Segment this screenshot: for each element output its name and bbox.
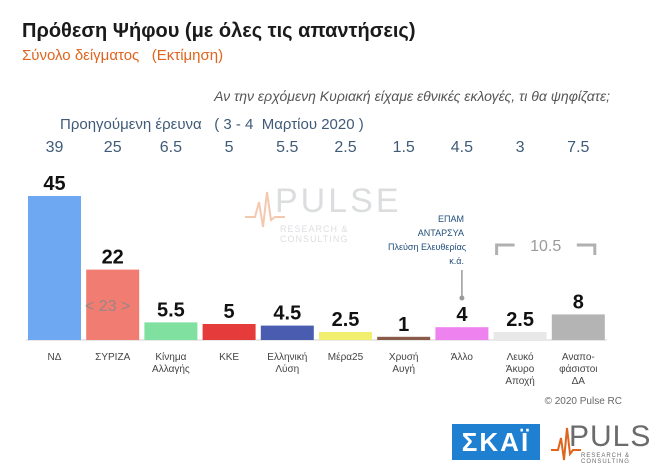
watermark-sub: RESEARCH & CONSULTING bbox=[280, 224, 349, 244]
value-label: 4 bbox=[456, 304, 468, 326]
note-line: Πλεύση Ελευθερίας bbox=[388, 242, 467, 252]
watermark-word: PULSE bbox=[275, 182, 402, 220]
value-label: 1 bbox=[398, 314, 409, 336]
category-label: Αναπο- bbox=[562, 352, 595, 363]
value-label: 22 bbox=[102, 247, 124, 269]
category-label: Κίνημα bbox=[155, 351, 186, 363]
category-label: Λευκό bbox=[507, 351, 534, 363]
note-connector-dot bbox=[459, 295, 465, 301]
pulse-logo-wave-icon bbox=[551, 427, 581, 461]
bar bbox=[86, 269, 140, 340]
copyright-text: © 2020 Pulse RC bbox=[544, 396, 622, 407]
category-label: Άκυρο bbox=[506, 364, 535, 375]
pulse-logo-sub: RESEARCH & CONSULTING bbox=[581, 453, 631, 465]
category-label: Αποχή bbox=[505, 375, 535, 387]
previous-value-label: 4.5 bbox=[451, 139, 473, 156]
bar bbox=[551, 314, 605, 340]
bar bbox=[202, 324, 256, 340]
difference-annotation: < 23 > bbox=[85, 298, 130, 315]
value-label: 8 bbox=[573, 291, 584, 313]
category-label: ΝΔ bbox=[48, 352, 62, 363]
bar bbox=[144, 322, 198, 340]
pulse-wave-icon bbox=[245, 191, 285, 228]
previous-value-label: 5 bbox=[225, 139, 234, 156]
previous-value-label: 2.5 bbox=[334, 139, 356, 156]
category-label: Αλλαγής bbox=[152, 363, 190, 375]
category-label: φάσιστοι bbox=[559, 363, 597, 375]
other-parties-note: ΕΠΑΜ ΑΝΤΑΡΣΥΑ Πλεύση Ελευθερίας κ.ά. bbox=[388, 212, 467, 268]
category-label: Ελληνική bbox=[267, 351, 307, 363]
bar bbox=[377, 336, 431, 340]
category-label: ΚΚΕ bbox=[219, 352, 239, 363]
value-label: 5.5 bbox=[157, 299, 185, 321]
category-label: Μέρα25 bbox=[328, 351, 364, 363]
skai-logo: ΣΚΑΪ bbox=[452, 424, 540, 460]
note-line: κ.ά. bbox=[449, 256, 464, 266]
bar bbox=[260, 325, 314, 340]
bar bbox=[28, 196, 81, 340]
category-label: Λύση bbox=[275, 363, 299, 375]
previous-value-label: 3 bbox=[516, 139, 525, 156]
category-label: Αυγή bbox=[392, 363, 415, 375]
bar bbox=[319, 332, 372, 340]
previous-value-label: 25 bbox=[104, 139, 122, 156]
pulse-watermark: PULSE RESEARCH & CONSULTING bbox=[245, 182, 405, 244]
previous-survey-label: Προηγούμενη έρευνα ( 3 - 4 Μαρτίου 2020 … bbox=[60, 116, 364, 133]
survey-question: Αν την ερχόμενη Κυριακή είχαμε εθνικές ε… bbox=[214, 88, 610, 104]
chart-subtitle: Σύνολο δείγματος (Εκτίμηση) bbox=[22, 47, 224, 64]
value-label: 2.5 bbox=[332, 309, 360, 331]
note-line: ΕΠΑΜ bbox=[437, 214, 464, 224]
category-label: Άλλο bbox=[451, 352, 474, 363]
bracket-left bbox=[495, 243, 515, 255]
sum-annotation: 10.5 bbox=[530, 238, 561, 255]
previous-value-label: 1.5 bbox=[393, 139, 415, 156]
previous-value-label: 5.5 bbox=[276, 139, 298, 156]
value-label: 45 bbox=[43, 173, 65, 195]
previous-value-label: 7.5 bbox=[567, 139, 589, 156]
value-label: 2.5 bbox=[506, 309, 534, 331]
category-label: ΔΑ bbox=[572, 376, 586, 387]
bar bbox=[435, 327, 489, 340]
previous-value-label: 6.5 bbox=[160, 139, 182, 156]
category-label: Χρυσή bbox=[389, 351, 419, 363]
value-label: 4.5 bbox=[273, 303, 301, 325]
pulse-logo: PULSE RESEARCH & CONSULTING bbox=[551, 420, 650, 465]
value-label: 5 bbox=[224, 301, 235, 323]
category-label: ΣΥΡΙΖΑ bbox=[95, 352, 130, 363]
bar bbox=[493, 332, 547, 340]
chart-title: Πρόθεση Ψήφου (με όλες τις απαντήσεις) bbox=[22, 20, 416, 42]
bracket-right bbox=[576, 243, 597, 255]
previous-value-label: 39 bbox=[46, 139, 64, 156]
note-line: ΑΝΤΑΡΣΥΑ bbox=[417, 228, 464, 238]
pulse-logo-word: PULSE bbox=[569, 420, 650, 453]
